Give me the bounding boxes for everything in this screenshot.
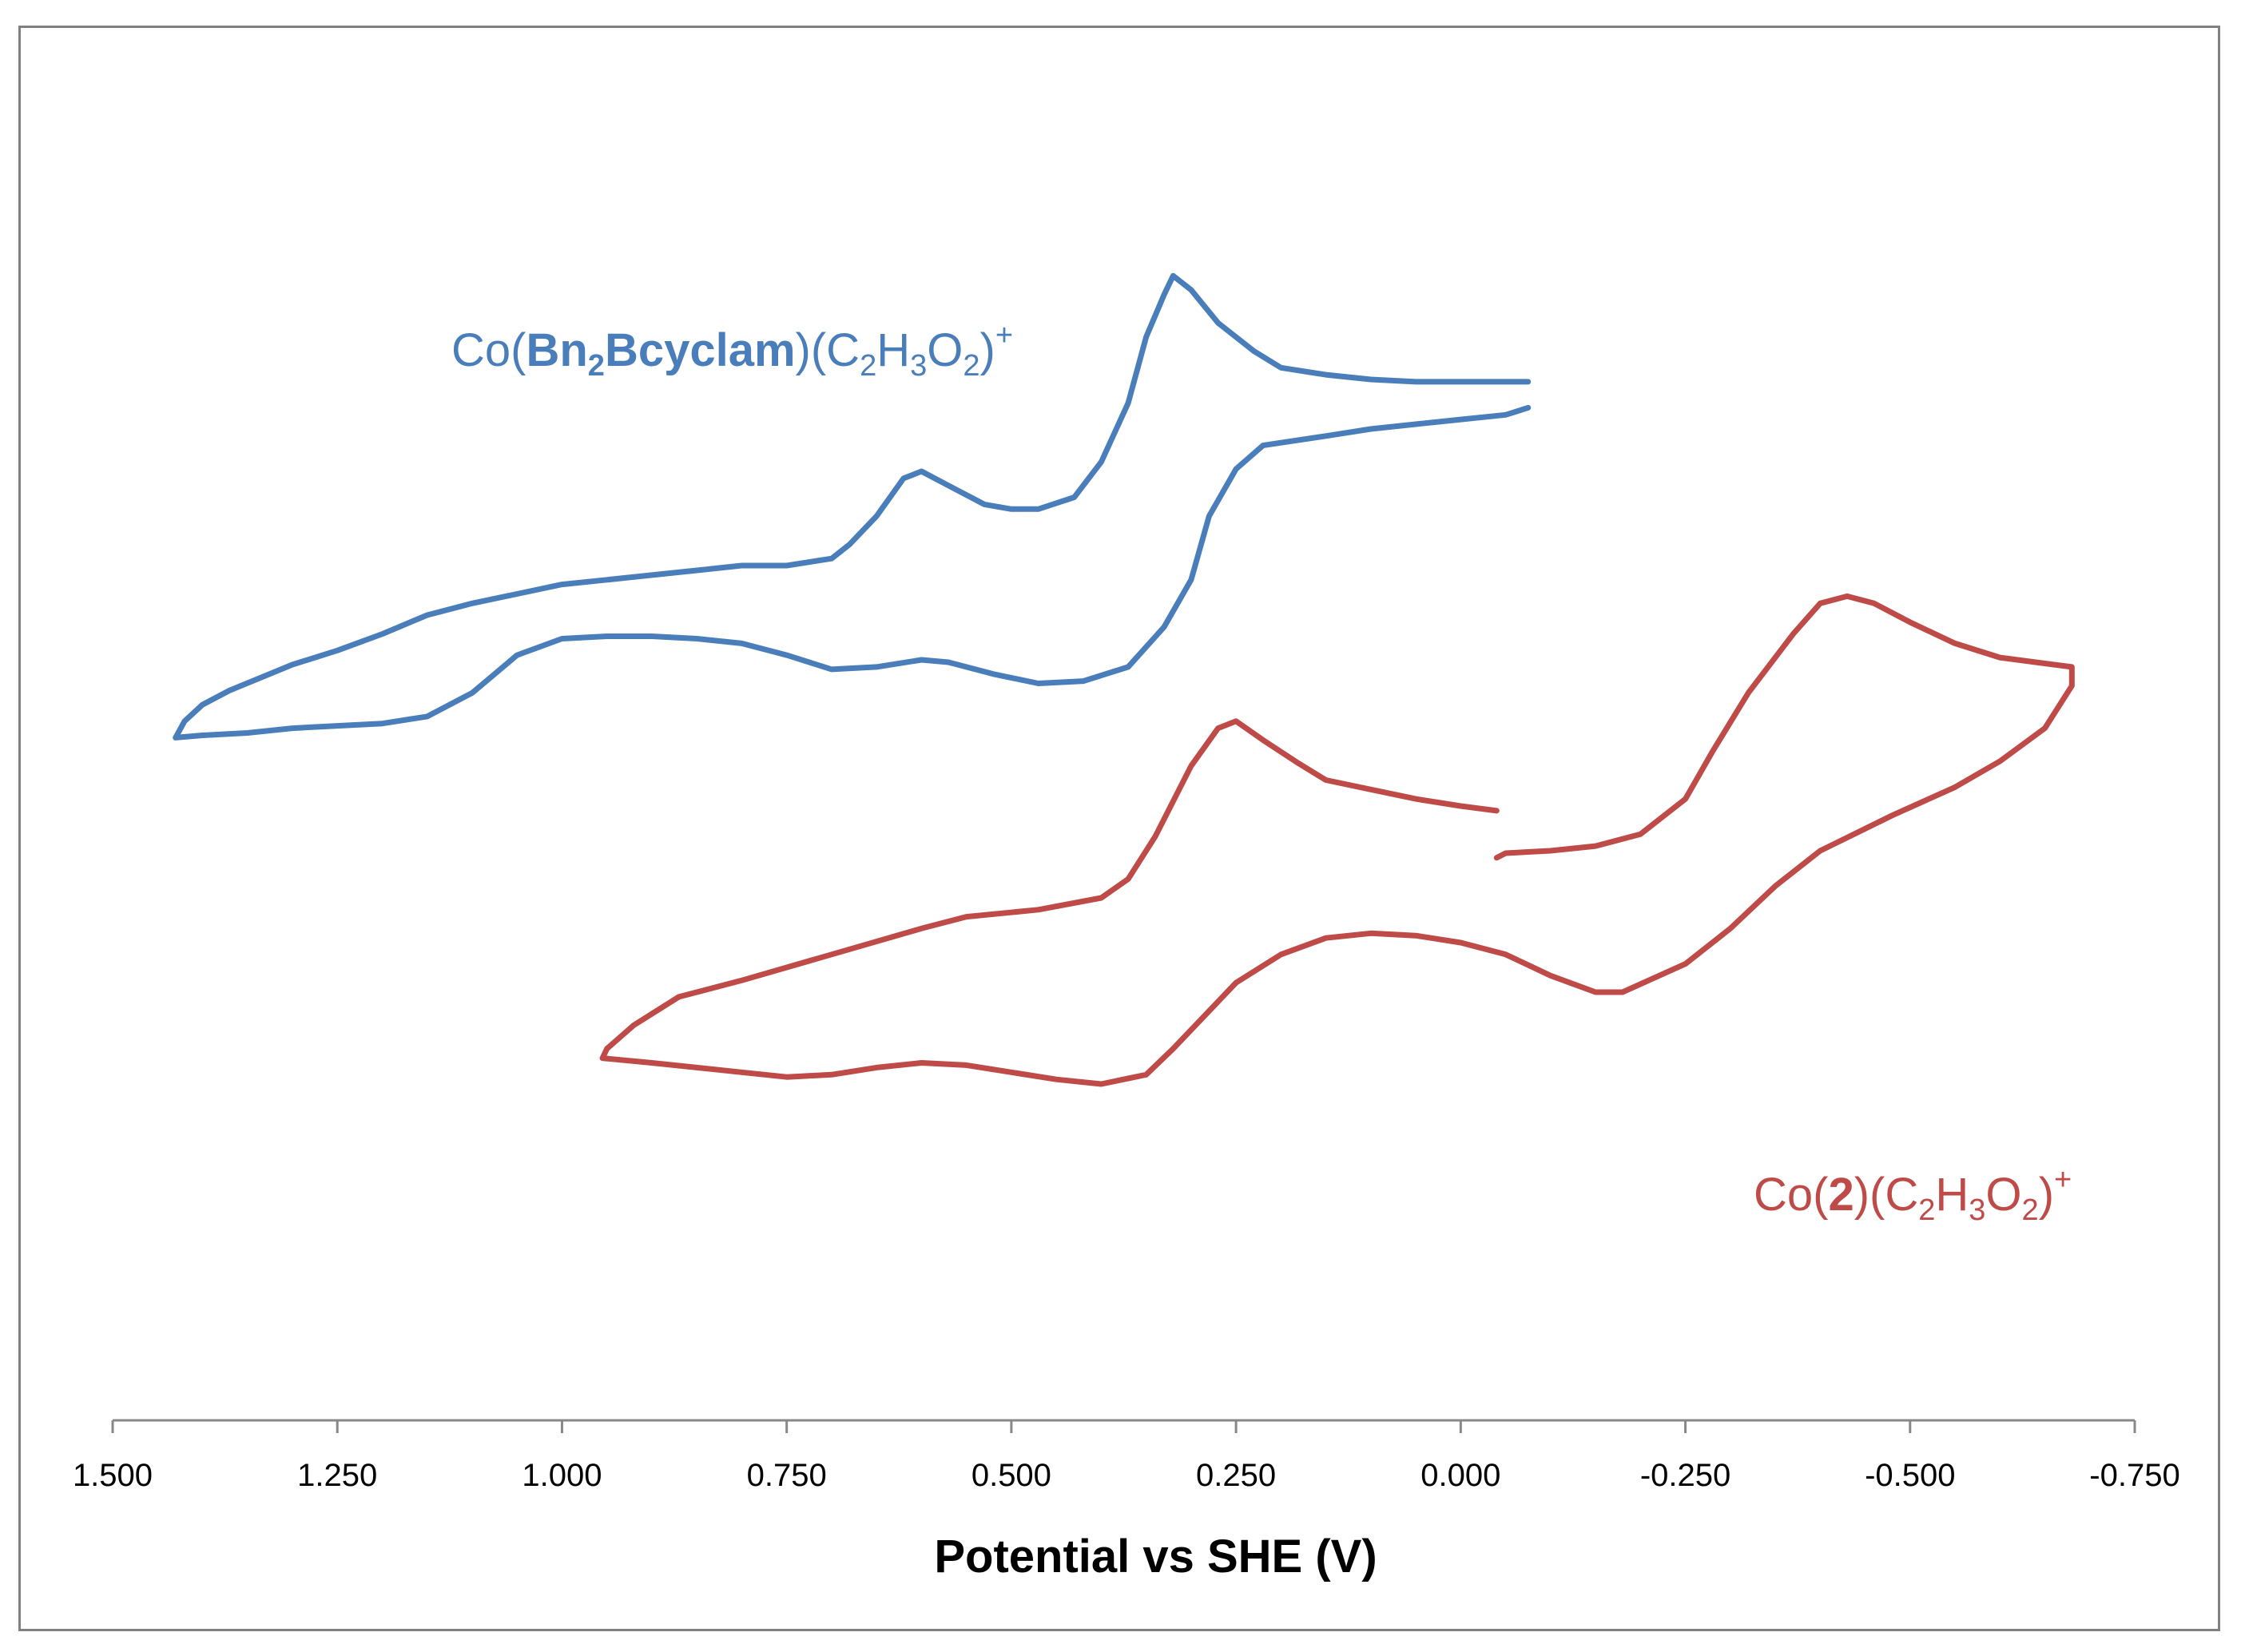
series-layer (173, 272, 2075, 1087)
series-label-part: + (995, 319, 1013, 352)
series-label-part: 2 (1828, 1169, 1854, 1221)
series-label-part: 2 (860, 349, 876, 383)
x-tick-label: 0.000 (1420, 1458, 1500, 1493)
series-label-part: Bcyclam (605, 324, 796, 376)
series-label-part: )(C (1854, 1169, 1919, 1221)
series-label-part: 2 (963, 349, 979, 383)
series-label-part: 2 (2022, 1193, 2039, 1227)
chart-frame (18, 26, 2220, 1631)
x-tick-label: 0.500 (971, 1458, 1051, 1493)
x-tick-label: 0.750 (747, 1458, 827, 1493)
x-axis-ticks: 1.500 1.250 1.000 0.750 0.500 0.250 0.000 -0.25… (73, 1420, 2180, 1493)
x-tick-label: -0.500 (1865, 1458, 1955, 1493)
series-label-co2: Co(2)(C2H3O2)+ (1754, 1163, 2072, 1227)
series-label-part: O (927, 324, 963, 376)
series-label-part: + (2054, 1163, 2072, 1197)
series-label-part: Co( (451, 324, 526, 376)
x-tick-label: 1.250 (297, 1458, 377, 1493)
series-label-part: Bn (526, 324, 587, 376)
series-label-part: 2 (588, 349, 605, 383)
x-tick-label: 0.250 (1196, 1458, 1276, 1493)
series-label-part: H (1935, 1169, 1969, 1221)
series-label-part: 3 (910, 349, 927, 383)
series-label-part: 3 (1969, 1193, 1985, 1227)
series-line-co2 (599, 593, 2075, 1087)
series-label-part: H (876, 324, 910, 376)
x-tick-label: 1.500 (73, 1458, 153, 1493)
series-label-part: O (1985, 1169, 2021, 1221)
x-axis-title: Potential vs SHE (V) (934, 1531, 1377, 1583)
series-label-part: )(C (796, 324, 860, 376)
series-line-bn2bcyclam (173, 272, 1532, 741)
series-label-part: ) (2039, 1169, 2054, 1221)
x-tick-label: -0.750 (2089, 1458, 2179, 1493)
series-label-part: ) (980, 324, 995, 376)
series-label-part: Co( (1754, 1169, 1828, 1221)
series-label-bn2bcyclam: Co(Bn2Bcyclam)(C2H3O2)+ (451, 319, 1013, 383)
x-tick-label: 1.000 (522, 1458, 602, 1493)
series-label-part: 2 (1918, 1193, 1935, 1227)
x-tick-label: -0.250 (1640, 1458, 1730, 1493)
